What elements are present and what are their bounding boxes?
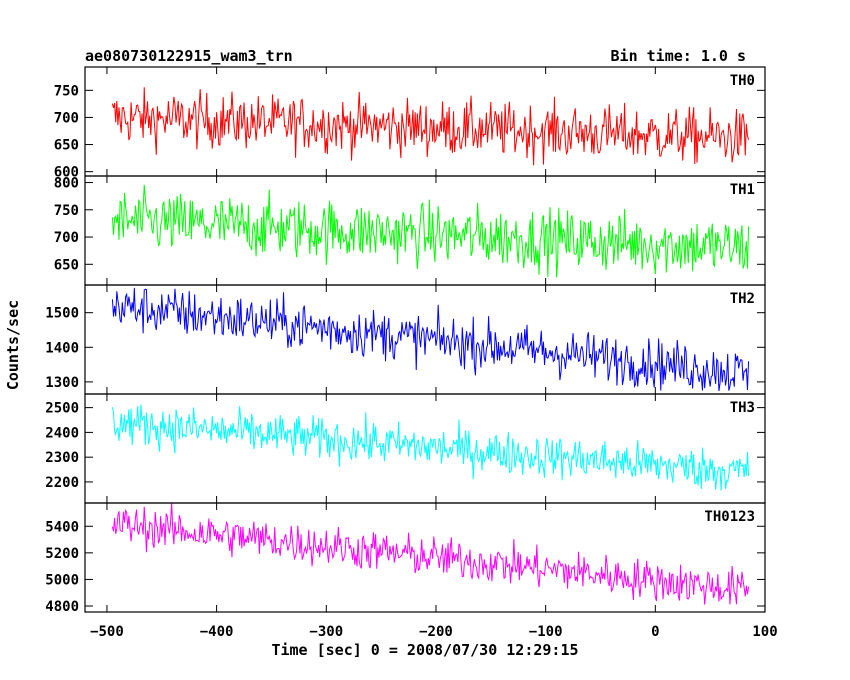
series-line-th2 bbox=[111, 287, 750, 392]
panel-label-th0: TH0 bbox=[730, 73, 755, 89]
panel-label-th3: TH3 bbox=[730, 400, 755, 416]
y-tick-label: 5200 bbox=[45, 546, 79, 562]
panel-th1: 650 700 750 800 TH1 bbox=[54, 175, 766, 286]
series-line-th0123 bbox=[111, 503, 750, 605]
x-tick-label: −200 bbox=[419, 624, 453, 640]
x-tick-label: 100 bbox=[752, 624, 777, 640]
y-tick-label: 5400 bbox=[45, 519, 79, 535]
y-tick-label: 2200 bbox=[45, 475, 79, 491]
panel-label-th2: TH2 bbox=[730, 291, 755, 307]
panel-label-th0123: TH0123 bbox=[704, 509, 755, 525]
series-line-th0 bbox=[111, 87, 750, 166]
panel-frame bbox=[84, 502, 766, 613]
y-tick-label: 4800 bbox=[45, 599, 79, 615]
series-line-th1 bbox=[111, 184, 750, 278]
y-tick-label: 1500 bbox=[45, 306, 79, 322]
y-tick-label: 650 bbox=[54, 138, 79, 154]
x-tick-label: −100 bbox=[529, 624, 563, 640]
series-line-th3 bbox=[111, 404, 750, 491]
x-tick-label: −300 bbox=[309, 624, 343, 640]
x-axis: −500 −400 −300 −200 −100 0 100 bbox=[90, 624, 778, 640]
x-tick-label: −400 bbox=[200, 624, 234, 640]
y-tick-label: 700 bbox=[54, 230, 79, 246]
y-tick-label: 700 bbox=[54, 110, 79, 126]
x-tick-label: −500 bbox=[90, 624, 124, 640]
y-tick-label: 5000 bbox=[45, 572, 79, 588]
panel-label-th1: TH1 bbox=[730, 182, 755, 198]
x-tick-label: 0 bbox=[651, 624, 659, 640]
panel-frame bbox=[84, 175, 766, 286]
y-tick-label: 2400 bbox=[45, 425, 79, 441]
bin-time-label: Bin time: 1.0 s bbox=[611, 47, 746, 65]
chart-title: ae080730122915_wam3_trn bbox=[85, 47, 293, 65]
y-tick-label: 2500 bbox=[45, 401, 79, 417]
y-tick-label: 750 bbox=[54, 83, 79, 99]
panel-th2: 1300 1400 1500 TH2 bbox=[45, 284, 766, 395]
y-tick-label: 750 bbox=[54, 203, 79, 219]
y-tick-label: 1400 bbox=[45, 340, 79, 356]
y-tick-label: 650 bbox=[54, 257, 79, 273]
y-tick-label: 600 bbox=[54, 165, 79, 181]
panel-th0123: 4800 5000 5200 5400 TH0123 bbox=[45, 502, 766, 615]
x-axis-title: Time [sec] 0 = 2008/07/30 12:29:15 bbox=[271, 641, 578, 659]
y-tick-label: 1300 bbox=[45, 375, 79, 391]
panels-group: 600 650 700 750 TH0 650 700 750 800 TH1 1300 1400 15… bbox=[45, 66, 766, 615]
y-tick-label: 2300 bbox=[45, 450, 79, 466]
y-tick-label: 800 bbox=[54, 176, 79, 192]
panel-th3: 2200 2300 2400 2500 TH3 bbox=[45, 393, 766, 504]
panel-th0: 600 650 700 750 TH0 bbox=[54, 66, 766, 181]
y-axis-title: Counts/sec bbox=[4, 300, 22, 390]
